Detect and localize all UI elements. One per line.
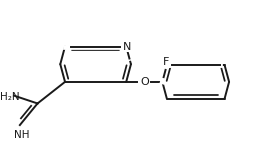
Text: H₂N: H₂N — [0, 92, 20, 102]
Text: O: O — [140, 77, 149, 87]
Text: N: N — [123, 42, 131, 52]
Text: NH: NH — [14, 130, 30, 140]
Text: F: F — [163, 57, 169, 67]
